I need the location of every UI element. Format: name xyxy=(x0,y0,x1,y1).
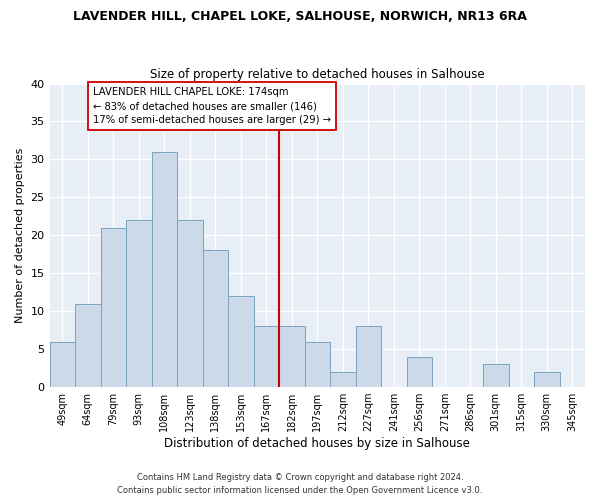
Bar xyxy=(152,152,177,387)
Bar xyxy=(203,250,228,387)
Bar xyxy=(407,356,432,387)
Bar xyxy=(177,220,203,387)
Y-axis label: Number of detached properties: Number of detached properties xyxy=(15,148,25,323)
Bar xyxy=(126,220,152,387)
Bar xyxy=(483,364,509,387)
Bar xyxy=(50,342,75,387)
Bar xyxy=(75,304,101,387)
Bar xyxy=(101,228,126,387)
Bar xyxy=(356,326,381,387)
Bar xyxy=(534,372,560,387)
Bar xyxy=(279,326,305,387)
Text: LAVENDER HILL CHAPEL LOKE: 174sqm
← 83% of detached houses are smaller (146)
17%: LAVENDER HILL CHAPEL LOKE: 174sqm ← 83% … xyxy=(93,88,331,126)
Bar xyxy=(254,326,279,387)
X-axis label: Distribution of detached houses by size in Salhouse: Distribution of detached houses by size … xyxy=(164,437,470,450)
Text: Contains HM Land Registry data © Crown copyright and database right 2024.
Contai: Contains HM Land Registry data © Crown c… xyxy=(118,473,482,495)
Title: Size of property relative to detached houses in Salhouse: Size of property relative to detached ho… xyxy=(150,68,485,81)
Bar xyxy=(228,296,254,387)
Bar xyxy=(330,372,356,387)
Bar xyxy=(305,342,330,387)
Text: LAVENDER HILL, CHAPEL LOKE, SALHOUSE, NORWICH, NR13 6RA: LAVENDER HILL, CHAPEL LOKE, SALHOUSE, NO… xyxy=(73,10,527,23)
